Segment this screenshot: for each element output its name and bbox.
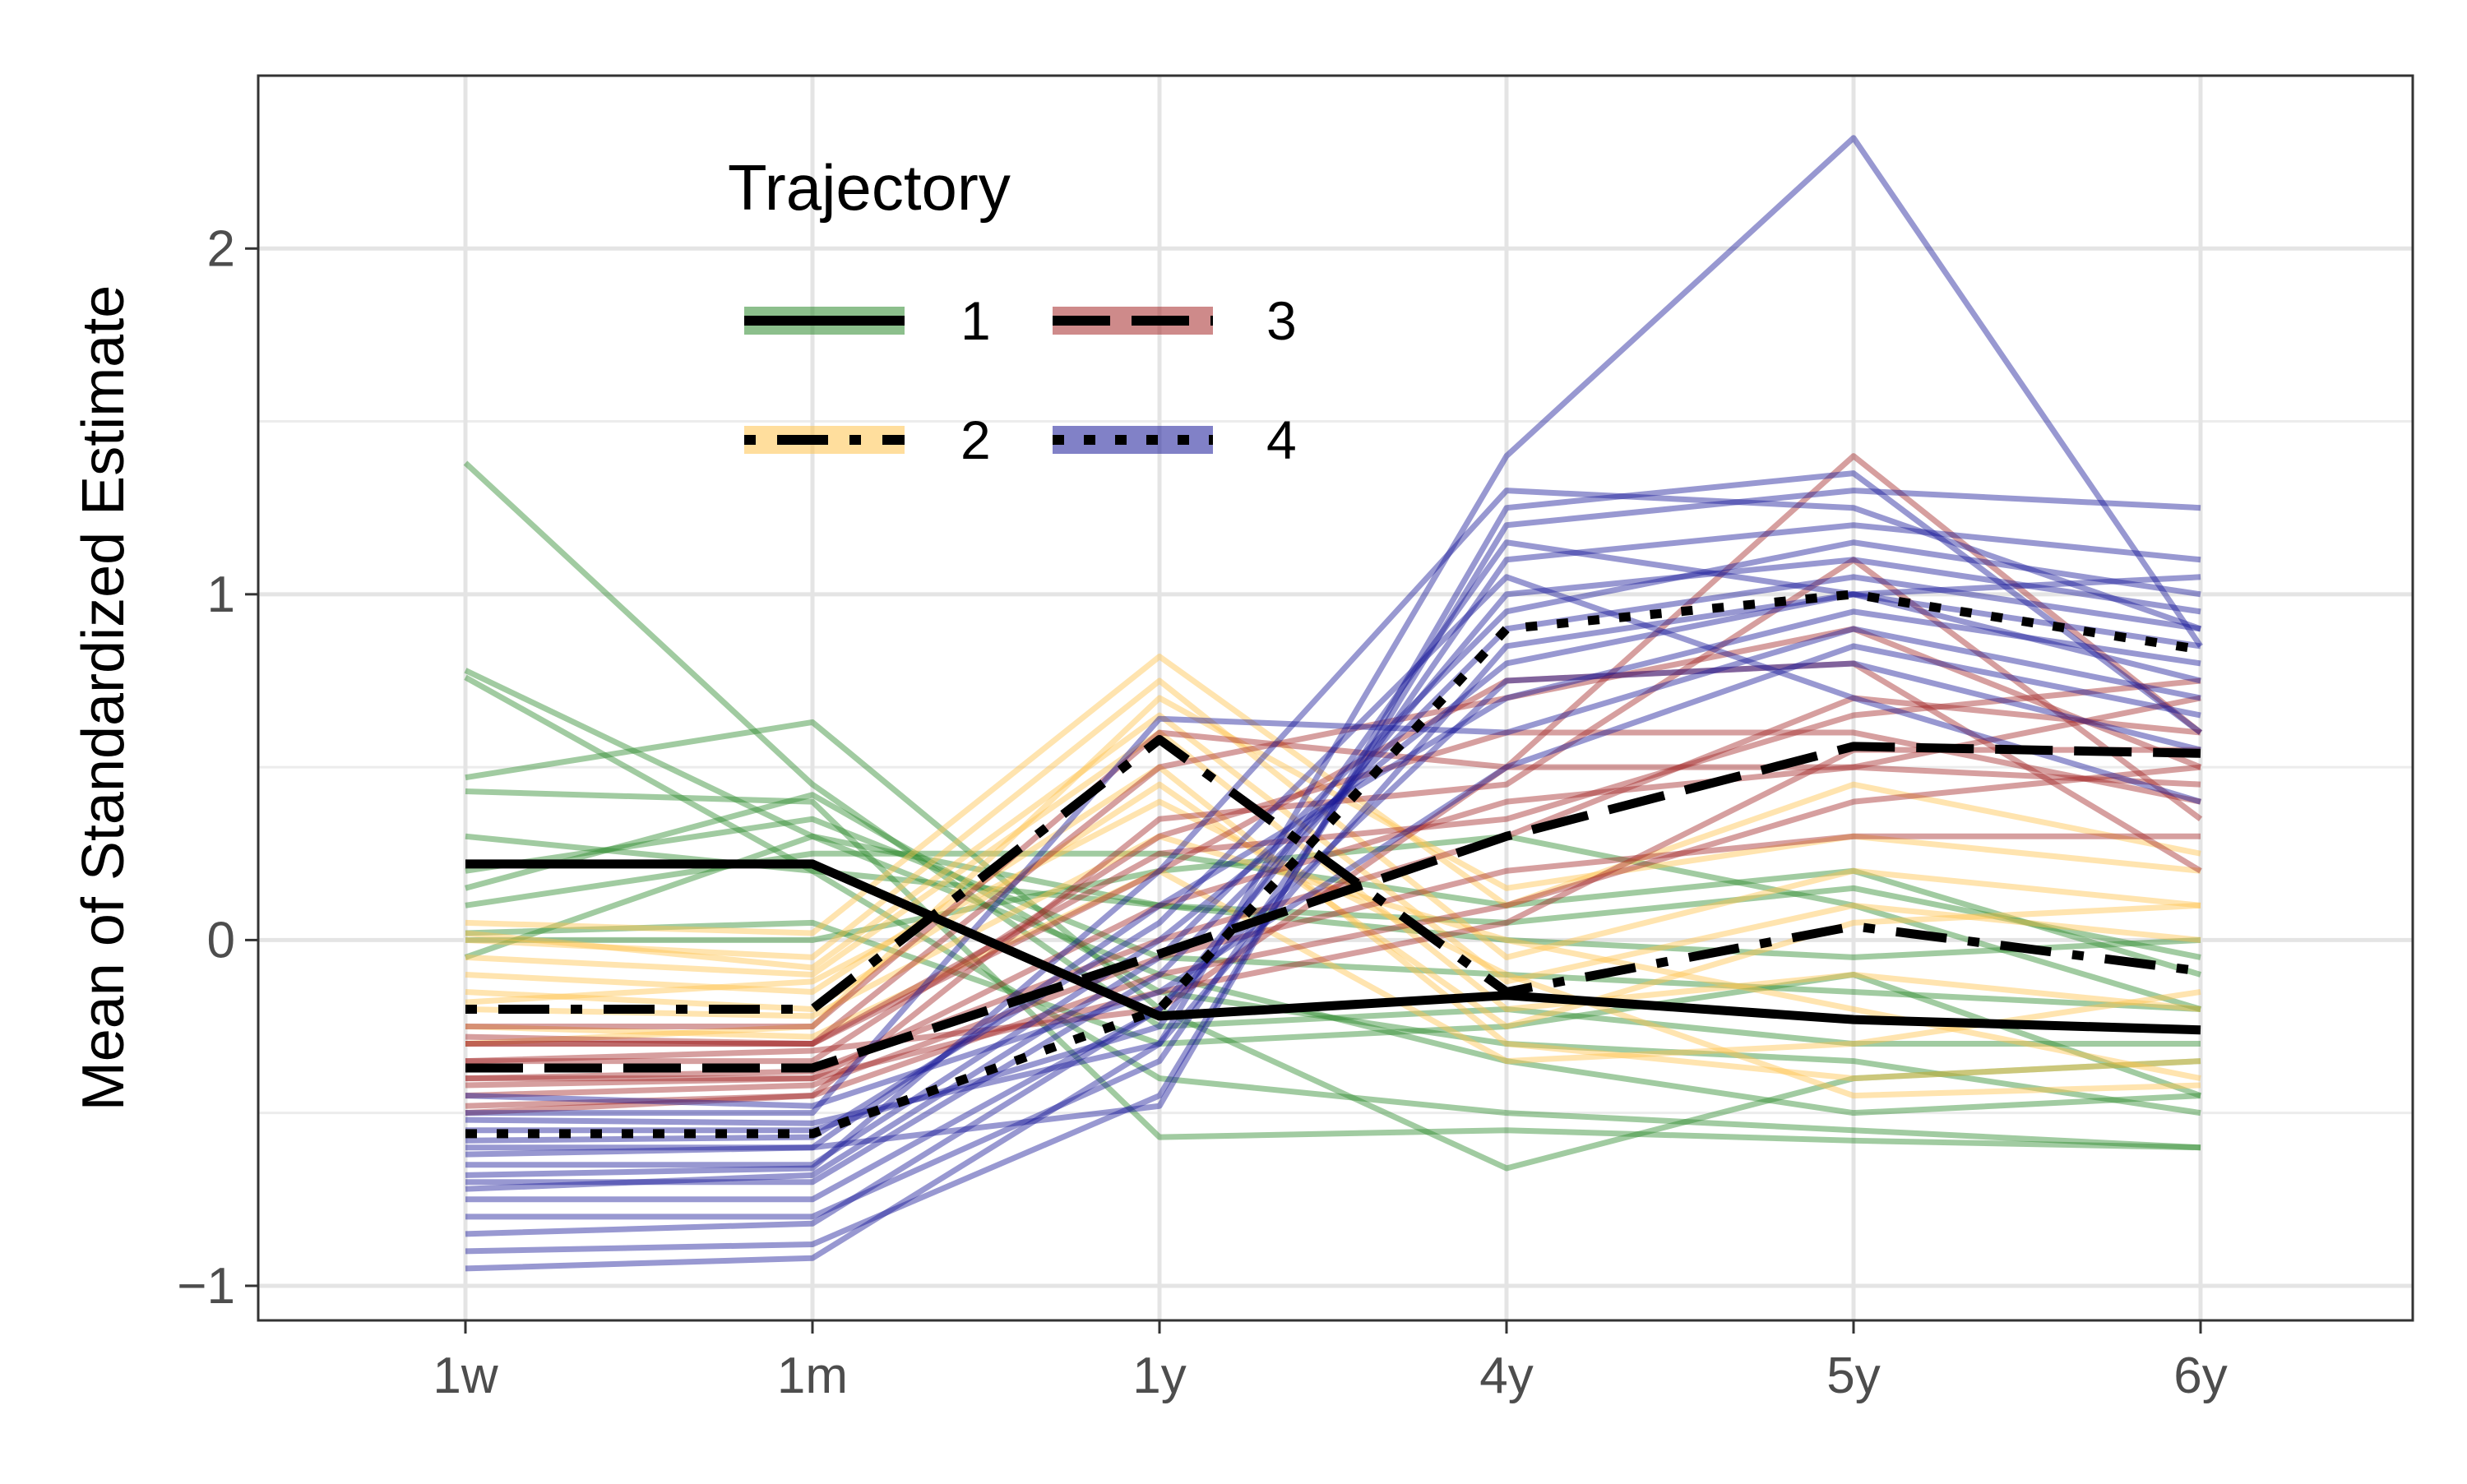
individual-line-trajectory-4	[465, 591, 2201, 1168]
individual-line-trajectory-4	[465, 488, 2201, 1255]
y-tick-label: 1	[207, 566, 235, 623]
individual-line-trajectory-3	[465, 729, 2201, 1065]
grid	[258, 76, 2413, 1320]
legend-label-2: 2	[960, 409, 991, 470]
individual-line-trajectory-2	[465, 764, 2201, 1082]
individual-line-trajectory-2	[465, 798, 2201, 1099]
individual-line-trajectory-4	[465, 626, 2201, 1116]
legend: Trajectory 1 2 3 4	[728, 151, 1297, 470]
individual-line-trajectory-2	[465, 695, 2201, 1047]
individual-line-trajectory-4	[465, 470, 2203, 1158]
individual-line-trajectory-4	[465, 557, 2201, 1203]
individual-line-trajectory-1	[465, 792, 2201, 1116]
individual-line-trajectory-4	[465, 522, 2201, 1220]
individual-lines	[463, 135, 2203, 1272]
individual-line-trajectory-1	[464, 833, 2201, 960]
y-axis-title: Mean of Standardized Estimate	[71, 285, 137, 1112]
y-tick-label: 2	[207, 220, 235, 277]
individual-line-trajectory-3	[465, 764, 2201, 1116]
individual-line-trajectory-1	[465, 833, 2202, 1012]
individual-line-trajectory-3	[465, 660, 2202, 1047]
individual-line-trajectory-3	[465, 695, 2201, 1082]
individual-line-trajectory-3	[465, 677, 2201, 1047]
individual-line-trajectory-4	[465, 488, 2202, 1178]
individual-line-trajectory-1	[465, 788, 2201, 1151]
individual-line-trajectory-4	[465, 135, 2203, 1272]
plot-border	[257, 74, 2414, 1322]
mean-line-trajectory-1	[465, 859, 2201, 1035]
individual-line-trajectory-3	[465, 626, 2202, 1047]
individual-line-trajectory-1	[463, 460, 2201, 1047]
individual-line-trajectory-1	[465, 719, 2201, 1172]
individual-line-trajectory-2	[465, 712, 2201, 985]
x-tick-label: 1y	[1132, 1348, 1186, 1404]
legend-title: Trajectory	[728, 151, 1011, 224]
mean-line-trajectory-4	[465, 589, 2201, 1139]
legend-label-3: 3	[1266, 290, 1297, 351]
individual-line-trajectory-3	[465, 833, 2201, 1099]
individual-line-trajectory-1	[464, 674, 2201, 1151]
individual-line-trajectory-1	[465, 919, 2202, 1098]
x-tick-label: 1w	[433, 1348, 498, 1404]
individual-line-trajectory-4	[465, 574, 2201, 1186]
x-tick-label: 4y	[1479, 1348, 1533, 1404]
individual-line-trajectory-4	[465, 643, 2201, 1109]
y-tick-label: −1	[177, 1258, 235, 1315]
legend-label-1: 1	[960, 290, 991, 351]
legend-label-4: 4	[1266, 409, 1297, 470]
x-tick-label: 5y	[1826, 1348, 1880, 1404]
individual-line-trajectory-4	[465, 608, 2201, 1151]
mean-line-trajectory-2	[465, 734, 2201, 1014]
individual-line-trajectory-4	[465, 660, 2201, 1237]
individual-line-trajectory-1	[465, 816, 2201, 1012]
individual-line-trajectory-3	[465, 695, 2201, 1082]
individual-line-trajectory-2	[465, 867, 2201, 1065]
mean-trajectory-lines	[465, 589, 2201, 1139]
individual-line-trajectory-3	[465, 453, 2203, 1030]
individual-line-trajectory-4	[465, 539, 2201, 1192]
individual-line-trajectory-3	[465, 764, 2201, 1065]
individual-line-trajectory-3	[465, 557, 2203, 1109]
individual-line-trajectory-2	[465, 654, 2201, 936]
individual-line-trajectory-4	[465, 574, 2201, 1126]
axes: −1 0 1 2 1w 1m 1y 4y 5y 6y	[177, 220, 2227, 1404]
individual-line-trajectory-3	[465, 747, 2201, 1089]
y-tick-label: 0	[207, 912, 235, 969]
individual-line-trajectory-1	[464, 668, 2201, 1116]
mean-line-trajectory-3	[465, 742, 2201, 1073]
x-tick-label: 6y	[2173, 1348, 2227, 1404]
x-tick-label: 1m	[777, 1348, 848, 1404]
